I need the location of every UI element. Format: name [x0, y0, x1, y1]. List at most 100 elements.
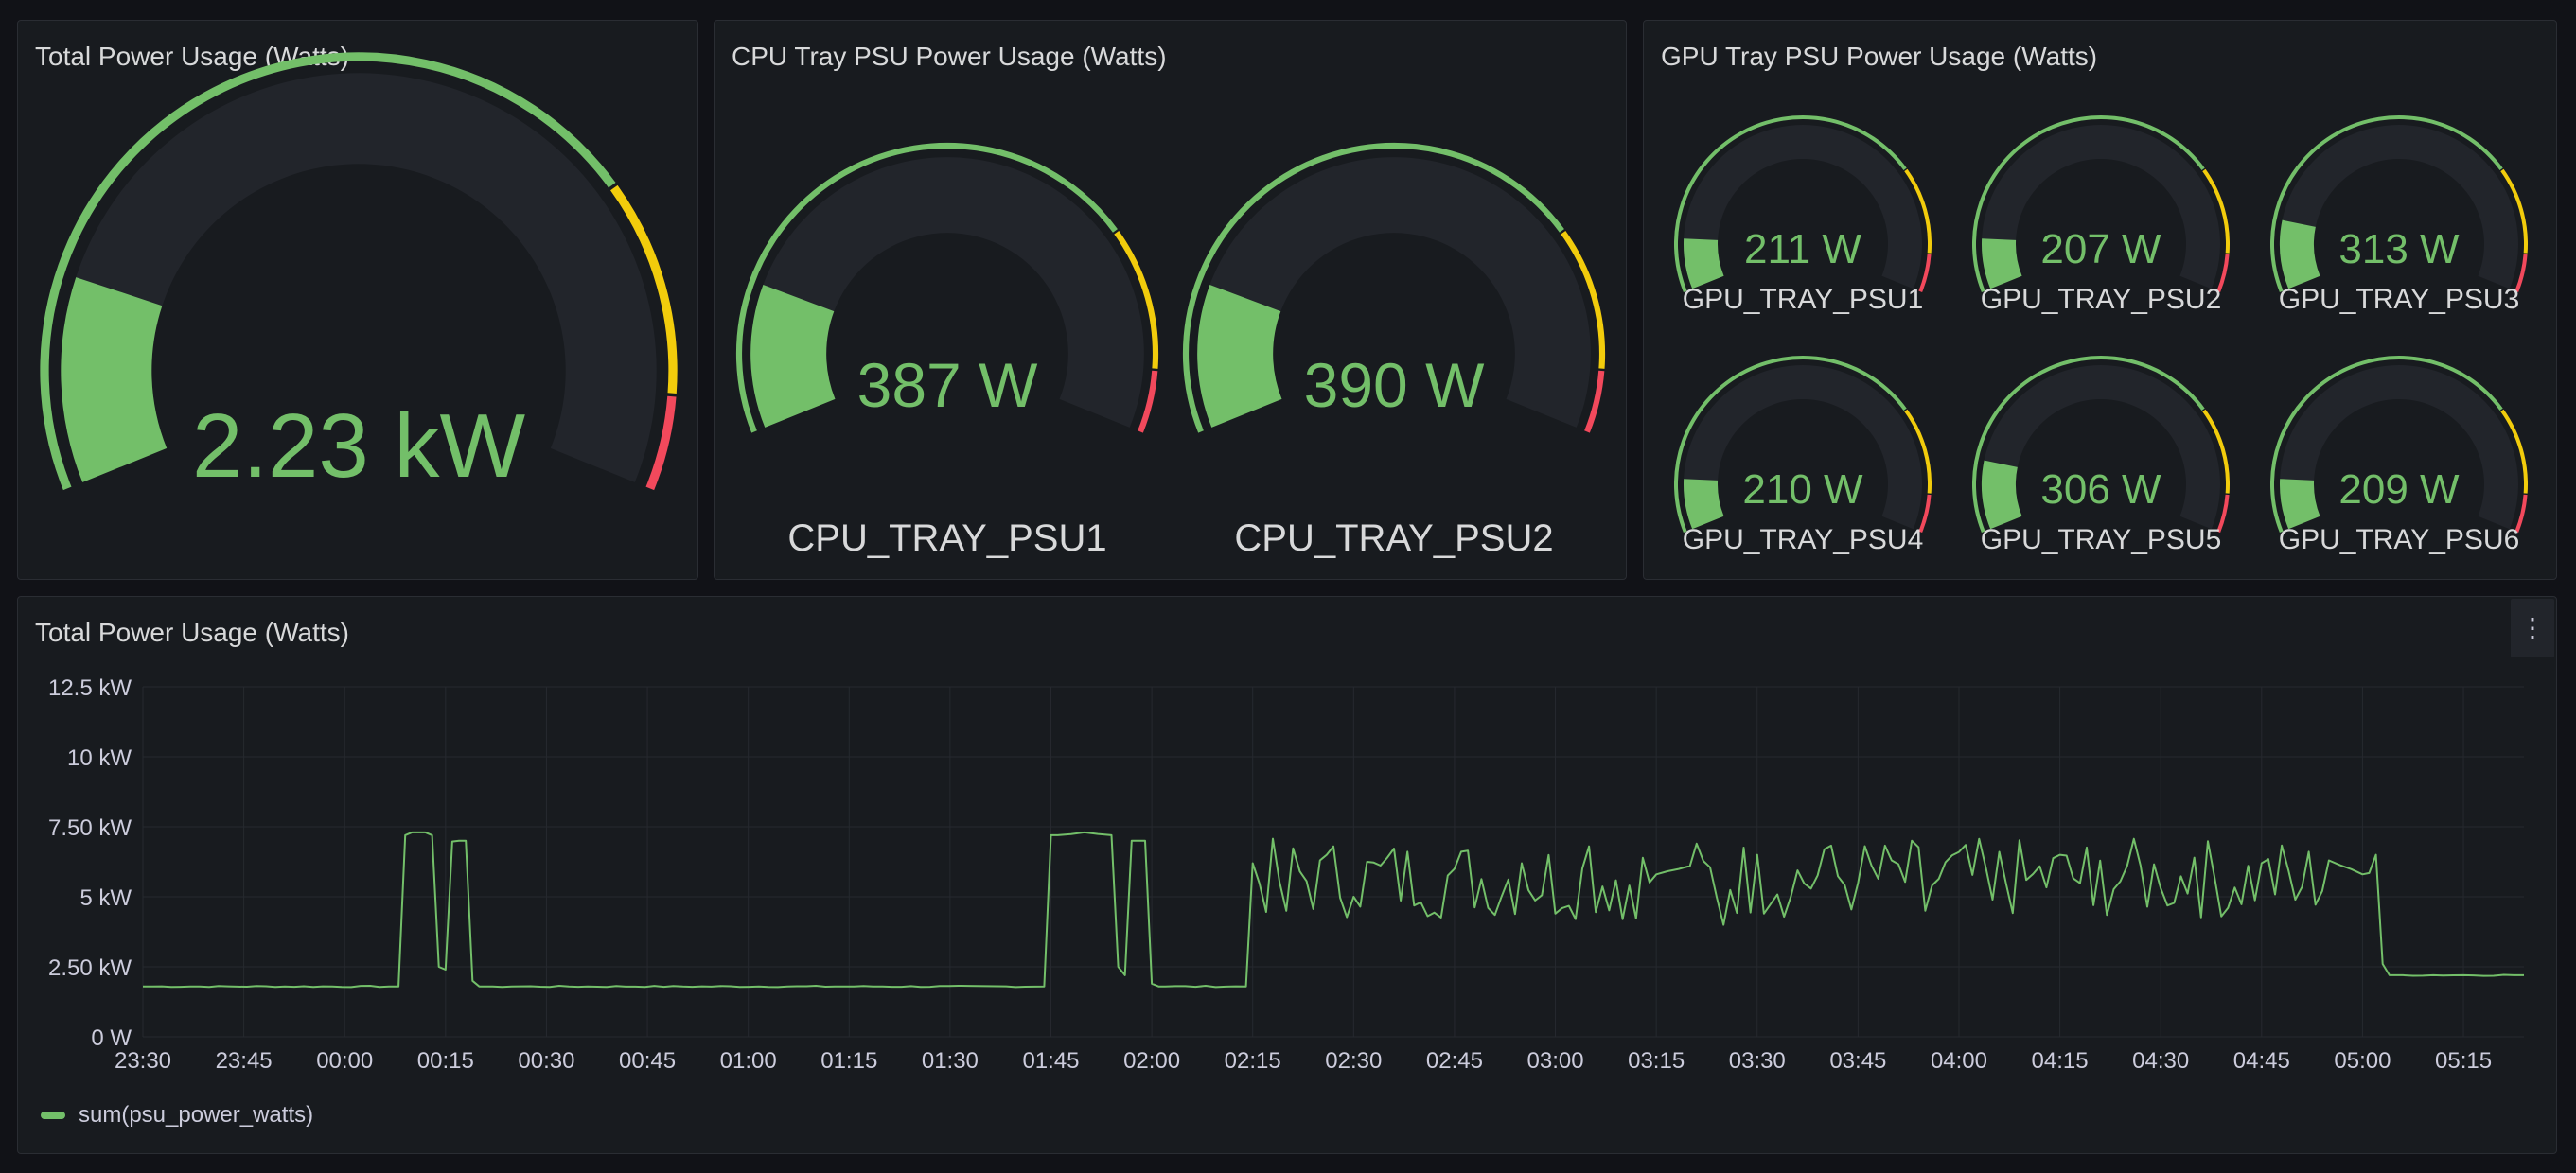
threshold-crit-arc	[2216, 494, 2230, 533]
threshold-crit-arc	[2216, 254, 2230, 292]
y-tick-label: 2.50 kW	[48, 955, 132, 981]
gauge-value-fill	[1684, 238, 1724, 289]
gauge-value: 2.23 kW	[192, 395, 526, 497]
x-tick-label: 03:30	[1729, 1048, 1786, 1074]
threshold-warn-arc	[2500, 168, 2528, 254]
threshold-crit-arc	[1138, 370, 1158, 433]
panel-menu-button[interactable]: ⋮	[2511, 599, 2554, 657]
gauge-track	[1982, 125, 2220, 289]
gauge-value-fill	[750, 285, 836, 428]
threshold-crit-arc	[1584, 370, 1605, 433]
threshold-warn-arc	[1114, 231, 1159, 369]
threshold-crit-arc	[1918, 494, 1932, 533]
gpu-gauge-2: 207 W GPU_TRAY_PSU2	[1972, 115, 2230, 315]
threshold-crit-arc	[1918, 254, 1932, 292]
y-tick-label: 0 W	[91, 1025, 132, 1051]
x-tick-label: 04:30	[2132, 1048, 2189, 1074]
threshold-ok-arc	[1972, 356, 2205, 533]
total-gauge: 2.23 kW	[40, 52, 678, 497]
total-power-gauge: 2.23 kW	[40, 52, 678, 497]
x-tick-label: 00:45	[619, 1048, 676, 1074]
threshold-ok-arc	[1674, 115, 1907, 292]
cpu-tray-psu-panel: CPU Tray PSU Power Usage (Watts) 387 W CP…	[714, 20, 1627, 580]
x-tick-label: 04:45	[2233, 1048, 2290, 1074]
threshold-warn-arc	[610, 184, 678, 394]
gpu-gauge-3: 313 W GPU_TRAY_PSU3	[2270, 115, 2528, 315]
gauge-value-fill	[2280, 479, 2320, 530]
gpu-gauge-1: 211 W GPU_TRAY_PSU1	[1674, 115, 1932, 315]
gauge-track	[1197, 157, 1591, 428]
gauge-value: 210 W	[1742, 466, 1863, 513]
gauge-value-fill	[2280, 219, 2320, 289]
gauge-track	[2280, 125, 2518, 289]
x-tick-label: 02:00	[1123, 1048, 1180, 1074]
gauge-label: GPU_TRAY_PSU5	[1981, 524, 2222, 555]
threshold-crit-arc	[645, 395, 677, 491]
total-power-gauge-panel: Total Power Usage (Watts) 2.23 kW	[17, 20, 698, 580]
cpu-tray-gauges: 387 W CPU_TRAY_PSU1 390 W CPU_TRAY_PSU2	[735, 142, 1606, 559]
panel-title: CPU Tray PSU Power Usage (Watts)	[732, 42, 1167, 71]
gauge-label: GPU_TRAY_PSU1	[1683, 284, 1924, 315]
threshold-warn-arc	[1561, 231, 1606, 369]
panel-title: GPU Tray PSU Power Usage (Watts)	[1661, 42, 2098, 71]
gauge-value-fill	[1982, 238, 2022, 289]
x-tick-label: 01:15	[820, 1048, 877, 1074]
gauge-value-fill	[1982, 460, 2022, 530]
x-tick-label: 05:00	[2334, 1048, 2391, 1074]
x-tick-label: 01:00	[720, 1048, 777, 1074]
gauge-track	[1684, 365, 1922, 530]
cpu-gauge-1: 387 W CPU_TRAY_PSU1	[735, 142, 1159, 559]
x-tick-label: 04:00	[1931, 1048, 1987, 1074]
gauge-track	[1982, 365, 2220, 530]
gauge-track	[2280, 365, 2518, 530]
x-tick-label: 00:30	[518, 1048, 574, 1074]
y-tick-label: 5 kW	[79, 885, 132, 911]
gpu-gauge-5: 306 W GPU_TRAY_PSU5	[1972, 356, 2230, 555]
x-tick-label: 02:45	[1426, 1048, 1483, 1074]
x-tick-label: 03:00	[1527, 1048, 1584, 1074]
threshold-warn-arc	[1904, 409, 1932, 494]
x-tick-label: 23:45	[216, 1048, 273, 1074]
gauge-value: 313 W	[2338, 226, 2460, 272]
chart-legend[interactable]: sum(psu_power_watts)	[41, 1102, 313, 1129]
gauge-label: GPU_TRAY_PSU6	[2279, 524, 2520, 555]
x-tick-label: 02:15	[1225, 1048, 1281, 1074]
gauge-track	[750, 157, 1144, 428]
threshold-ok-arc	[1674, 356, 1907, 533]
y-tick-label: 12.5 kW	[48, 675, 132, 701]
gauge-track	[61, 73, 657, 482]
x-tick-label: 23:30	[115, 1048, 171, 1074]
gauge-value: 211 W	[1744, 226, 1861, 272]
threshold-crit-arc	[2514, 254, 2528, 292]
threshold-ok-arc	[735, 142, 1118, 433]
gauge-label: CPU_TRAY_PSU1	[787, 517, 1106, 559]
x-tick-label: 03:45	[1829, 1048, 1886, 1074]
gauge-label: CPU_TRAY_PSU2	[1234, 517, 1553, 559]
threshold-warn-arc	[1904, 168, 1932, 254]
gauge-value-fill	[61, 277, 168, 482]
gauge-value: 387 W	[857, 350, 1038, 420]
gauge-value-fill	[1197, 285, 1282, 428]
gauge-label: GPU_TRAY_PSU3	[2279, 284, 2520, 315]
x-tick-label: 05:15	[2435, 1048, 2492, 1074]
threshold-ok-arc	[1182, 142, 1564, 433]
threshold-warn-arc	[2202, 409, 2230, 494]
x-tick-label: 01:45	[1022, 1048, 1079, 1074]
cpu-gauge-2: 390 W CPU_TRAY_PSU2	[1182, 142, 1606, 559]
gpu-tray-psu-panel: GPU Tray PSU Power Usage (Watts) 211 W GP…	[1643, 20, 2557, 580]
x-tick-label: 04:15	[2032, 1048, 2089, 1074]
series-line[interactable]	[143, 831, 2524, 989]
y-tick-label: 7.50 kW	[48, 815, 132, 841]
x-tick-label: 03:15	[1628, 1048, 1685, 1074]
threshold-crit-arc	[2514, 494, 2528, 533]
threshold-ok-arc	[2270, 115, 2503, 292]
threshold-warn-arc	[2202, 168, 2230, 254]
x-tick-label: 00:00	[316, 1048, 373, 1074]
gpu-gauge-6: 209 W GPU_TRAY_PSU6	[2270, 356, 2528, 555]
gauge-label: GPU_TRAY_PSU2	[1981, 284, 2222, 315]
gauge-value: 306 W	[2040, 466, 2161, 513]
gauge-value: 207 W	[2040, 226, 2161, 272]
x-tick-label: 00:15	[417, 1048, 474, 1074]
x-tick-label: 02:30	[1325, 1048, 1382, 1074]
kebab-menu-icon: ⋮	[2519, 613, 2546, 642]
